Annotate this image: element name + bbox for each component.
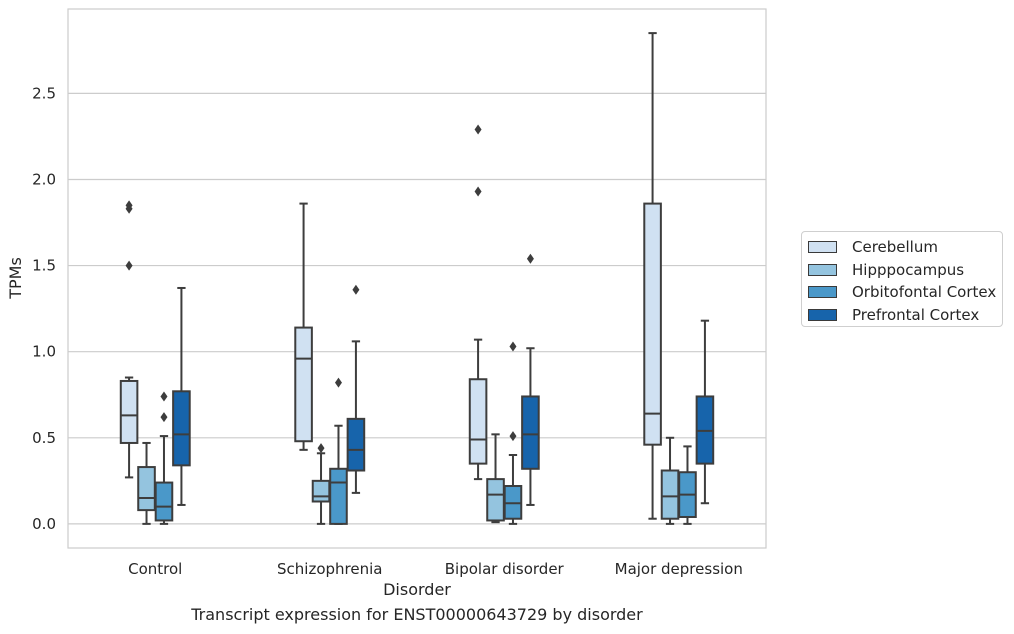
box-cerebellum-major-depression (643, 32, 662, 520)
box-cerebellum-bipolar-disorder (468, 124, 488, 481)
outlier-point (474, 186, 482, 197)
iqr-box (521, 395, 540, 470)
box-prefrontal-cortex-control (172, 286, 191, 506)
y-tick-label: 2.0 (32, 170, 56, 188)
iqr-box (660, 469, 680, 520)
outlier-point (125, 200, 133, 211)
box-cerebellum-control (119, 200, 139, 479)
legend-item-orbitofrontal-cortex: Orbitofontal Cortex (808, 281, 1002, 304)
iqr-box (468, 378, 488, 465)
box-orbitofontal-cortex-control (154, 391, 174, 525)
box-orbitofontal-cortex-bipolar-disorder (503, 341, 523, 525)
outlier-point (352, 284, 360, 295)
iqr-box (137, 466, 156, 512)
box-hipppocampus-schizophrenia (311, 443, 331, 525)
y-tick-label: 1.5 (32, 257, 56, 275)
x-axis-title: Disorder (383, 580, 451, 599)
outlier-point (334, 377, 342, 388)
outlier-point (160, 391, 168, 402)
iqr-box (172, 390, 191, 467)
outlier-point (160, 412, 168, 423)
y-tick-label: 2.5 (32, 84, 56, 102)
legend-swatch-orbitofrontal-cortex (808, 286, 837, 299)
x-tick-labels: Control Schizophrenia Bipolar disorder Majo… (128, 560, 743, 578)
plot-frame (67, 8, 767, 549)
box-hipppocampus-control (137, 441, 156, 525)
x-tick-label: Bipolar disorder (445, 560, 565, 578)
y-tick-label: 0.5 (32, 429, 56, 447)
iqr-box (154, 481, 174, 522)
iqr-box (119, 379, 139, 444)
iqr-box (311, 479, 331, 503)
box-prefrontal-cortex-schizophrenia (346, 284, 366, 494)
legend-swatch-cerebellum (808, 241, 837, 254)
y-axis-title: TPMs (6, 257, 25, 300)
x-tick-label: Major depression (615, 560, 743, 578)
legend-item-prefrontal-cortex: Prefrontal Cortex (808, 304, 1002, 327)
legend-swatch-prefrontal-cortex (808, 308, 837, 321)
outlier-point (317, 443, 325, 454)
legend-item-hippocampus: Hipppocampus (808, 259, 1002, 282)
legend-label-prefrontal-cortex: Prefrontal Cortex (852, 305, 980, 324)
y-tick-labels: 0.0 0.5 1.0 1.5 2.0 2.5 (32, 84, 56, 533)
iqr-box (346, 417, 366, 472)
box-cerebellum-schizophrenia (294, 202, 313, 451)
box-prefrontal-cortex-bipolar-disorder (521, 253, 540, 506)
box-hipppocampus-bipolar-disorder (486, 433, 505, 524)
box-prefrontal-cortex-major-depression (695, 319, 715, 505)
outlier-point (526, 253, 534, 264)
iqr-box (643, 202, 662, 446)
y-tick-label: 0.0 (32, 515, 56, 533)
legend-label-hippocampus: Hipppocampus (852, 260, 965, 279)
x-tick-label: Schizophrenia (277, 560, 382, 578)
outlier-point (509, 431, 517, 442)
y-tick-label: 1.0 (32, 343, 56, 361)
iqr-box (294, 326, 313, 443)
box-hipppocampus-major-depression (660, 436, 680, 525)
box-layer (119, 32, 715, 525)
iqr-box (486, 478, 505, 522)
legend-label-orbitofrontal-cortex: Orbitofontal Cortex (852, 283, 997, 302)
outlier-point (509, 341, 517, 352)
outlier-point (125, 260, 133, 271)
box-orbitofontal-cortex-major-depression (678, 445, 697, 525)
legend-label-cerebellum: Cerebellum (852, 238, 938, 257)
chart-caption: Transcript expression for ENST0000064372… (191, 605, 643, 624)
legend-swatch-hippocampus (808, 263, 837, 276)
iqr-box (329, 467, 348, 525)
box-orbitofontal-cortex-schizophrenia (329, 377, 348, 525)
legend-item-cerebellum: Cerebellum (808, 236, 1002, 259)
outlier-point (474, 124, 482, 135)
chart-legend: Cerebellum Hipppocampus Orbitofontal Cor… (801, 231, 1003, 327)
x-tick-label: Control (128, 560, 182, 578)
